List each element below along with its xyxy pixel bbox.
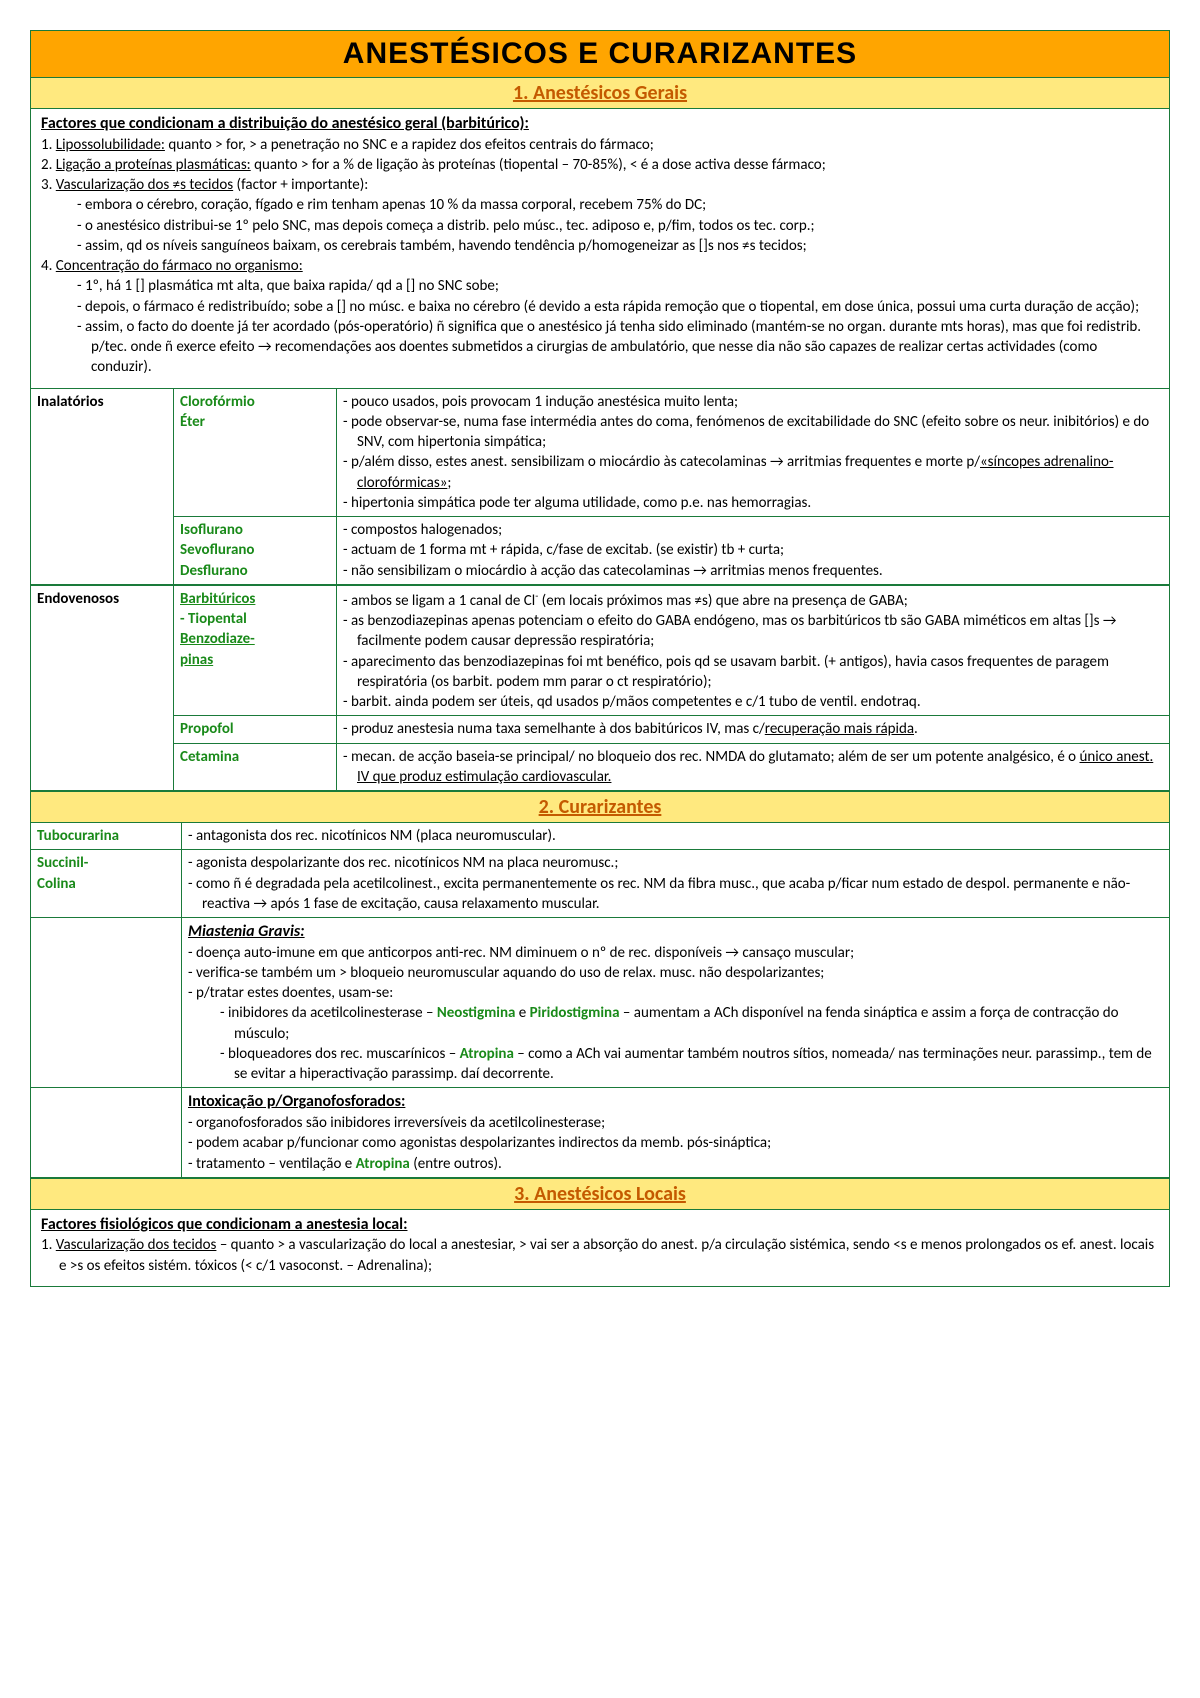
miastenia-treatment-1: - inibidores da acetilcolinesterase – Ne… (188, 1003, 1163, 1044)
section-3-factors: Factores fisiológicos que condicionam a … (30, 1209, 1170, 1287)
fluranes-desc: - compostos halogenados; - actuam de 1 f… (337, 517, 1170, 585)
chloroform-ether-desc: - pouco usados, pois provocam 1 indução … (337, 388, 1170, 517)
local-factors-heading: Factores fisiológicos que condicionam a … (41, 1214, 1159, 1236)
succinilcolina-label: Succinil- Colina (31, 850, 182, 918)
inhalation-category: Inalatórios (31, 388, 174, 584)
miastenia-title: Miastenia Gravis: (188, 921, 1163, 943)
factor-3-sub-3: - assim, qd os níveis sanguíneos baixam,… (41, 236, 1159, 256)
iv-table: Endovenosos Barbitúricos- TiopentalBenzo… (30, 585, 1170, 791)
succinilcolina-desc: - agonista despolarizante dos rec. nicot… (182, 850, 1170, 918)
factor-4-sub-2: - depois, o fármaco é redistribuído; sob… (41, 297, 1159, 317)
cetamina-label: Cetamina (174, 743, 337, 791)
main-title: ANESTÉSICOS E CURARIZANTES (30, 30, 1170, 77)
section-2-title: 2. Curarizantes (30, 791, 1170, 822)
barbiturates-benzos-label: Barbitúricos- TiopentalBenzodiaze-pinas (174, 585, 337, 716)
factor-3-sub-1: - embora o cérebro, coração, fígado e ri… (41, 195, 1159, 215)
factor-1: 1. Lipossolubilidade: quanto > for, > a … (41, 135, 1159, 155)
chloroform-ether-label: Clorofórmio Éter (174, 388, 337, 517)
cetamina-desc: - mecan. de acção baseia-se principal/ n… (337, 743, 1170, 791)
organofosforados-treatment: - tratamento – ventilação e Atropina (en… (188, 1154, 1163, 1174)
miastenia-treatment-2: - bloqueadores dos rec. muscarínicos – A… (188, 1044, 1163, 1085)
organofosforados-cell: Intoxicação p/Organofosforados: - organo… (182, 1088, 1170, 1177)
miastenia-empty (31, 918, 182, 1088)
factor-4: 4. Concentração do fármaco no organismo: (41, 256, 1159, 276)
organofosforados-empty (31, 1088, 182, 1177)
tubocurarina-desc: - antagonista dos rec. nicotínicos NM (p… (182, 823, 1170, 850)
organofosforados-title: Intoxicação p/Organofosforados: (188, 1091, 1163, 1113)
miastenia-gravis-cell: Miastenia Gravis: - doença auto-imune em… (182, 918, 1170, 1088)
factor-4-sub-1: - 1º, há 1 [] plasmática mt alta, que ba… (41, 276, 1159, 296)
factor-2: 2. Ligação a proteínas plasmáticas: quan… (41, 155, 1159, 175)
section-1-factors: Factores que condicionam a distribuição … (30, 108, 1170, 388)
section-3-title: 3. Anestésicos Locais (30, 1178, 1170, 1209)
barbiturates-benzos-desc: - ambos se ligam a 1 canal de Cl- (em lo… (337, 585, 1170, 716)
fluranes-label: Isoflurano Sevoflurano Desflurano (174, 517, 337, 585)
tubocurarina-label: Tubocurarina (31, 823, 182, 850)
factor-3: 3. Vascularização dos ≠s tecidos (factor… (41, 175, 1159, 195)
factor-4-sub-3: - assim, o facto do doente já ter acorda… (41, 317, 1159, 378)
curarizantes-table: Tubocurarina - antagonista dos rec. nico… (30, 822, 1170, 1178)
propofol-label: Propofol (174, 716, 337, 743)
iv-category: Endovenosos (31, 585, 174, 790)
inhalation-table: Inalatórios Clorofórmio Éter - pouco usa… (30, 388, 1170, 585)
propofol-desc: - produz anestesia numa taxa semelhante … (337, 716, 1170, 743)
factor-3-sub-2: - o anestésico distribui-se 1º pelo SNC,… (41, 216, 1159, 236)
factors-heading: Factores que condicionam a distribuição … (41, 113, 1159, 135)
local-factor-1: 1. Vascularização dos tecidos – quanto >… (41, 1235, 1159, 1276)
section-1-title: 1. Anestésicos Gerais (30, 77, 1170, 108)
